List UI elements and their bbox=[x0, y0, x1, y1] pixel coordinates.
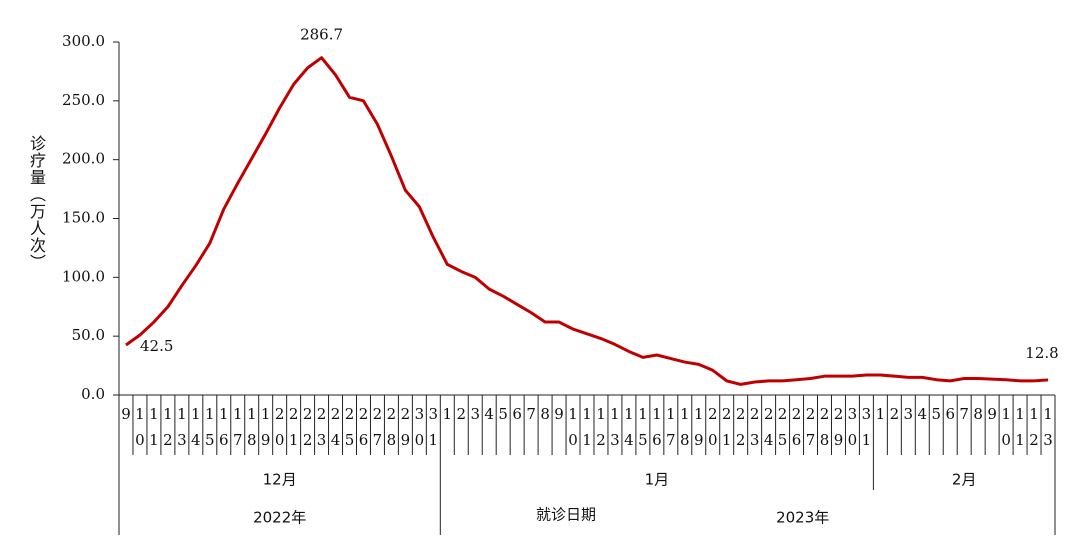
x-tick-label: 2 bbox=[456, 405, 466, 423]
y-tick-label: 100.0 bbox=[62, 267, 105, 285]
value-label: 286.7 bbox=[300, 26, 343, 44]
y-tick-label: 150.0 bbox=[62, 209, 105, 227]
x-tick-label: 3 bbox=[904, 405, 914, 423]
month-label: 2月 bbox=[952, 471, 977, 489]
x-tick-label: 1 bbox=[443, 405, 453, 423]
value-label: 42.5 bbox=[140, 337, 173, 355]
x-tick-label: 3 bbox=[470, 405, 480, 423]
x-tick-label: 9 bbox=[121, 405, 131, 423]
year-label: 2023年 bbox=[776, 509, 829, 527]
x-tick-label: 5 bbox=[498, 405, 508, 423]
x-tick-label: 7 bbox=[526, 405, 536, 423]
x-tick-label: 4 bbox=[484, 405, 494, 423]
value-label: 12.8 bbox=[1025, 344, 1058, 362]
y-axis-label: 诊疗量（万人次） bbox=[27, 135, 46, 271]
y-tick-label: 250.0 bbox=[62, 91, 105, 109]
x-tick-label: 2 bbox=[890, 405, 900, 423]
x-tick-label: 6 bbox=[512, 405, 522, 423]
x-tick-label: 6 bbox=[945, 405, 955, 423]
x-tick-label: 8 bbox=[973, 405, 983, 423]
x-tick-label: 8 bbox=[540, 405, 550, 423]
y-tick-label: 0.0 bbox=[81, 385, 105, 403]
month-label: 1月 bbox=[645, 471, 670, 489]
x-tick-label: 1 bbox=[876, 405, 886, 423]
x-tick-label: 5 bbox=[931, 405, 941, 423]
data-line bbox=[125, 56, 1049, 386]
month-label: 12月 bbox=[263, 471, 297, 489]
x-tick-label: 4 bbox=[918, 405, 928, 423]
x-tick-label: 7 bbox=[959, 405, 969, 423]
x-tick-label: 9 bbox=[554, 405, 564, 423]
y-tick-label: 300.0 bbox=[62, 32, 105, 50]
x-axis-label: 就诊日期 bbox=[536, 506, 596, 524]
x-tick-label: 9 bbox=[987, 405, 997, 423]
y-tick-label: 200.0 bbox=[62, 150, 105, 168]
year-label: 2022年 bbox=[253, 509, 306, 527]
y-tick-label: 50.0 bbox=[72, 326, 105, 344]
